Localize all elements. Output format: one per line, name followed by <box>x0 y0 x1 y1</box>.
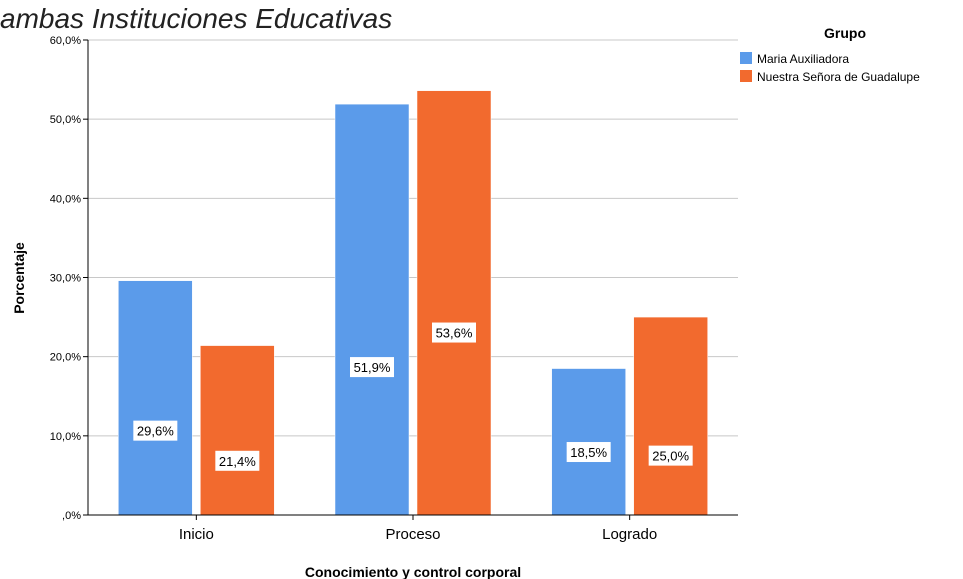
data-label: 21,4% <box>219 454 256 469</box>
legend-label: Nuestra Señora de Guadalupe <box>757 70 920 84</box>
x-axis-title: Conocimiento y control corporal <box>305 564 521 579</box>
bar <box>200 345 275 516</box>
x-category-label: Proceso <box>385 526 440 543</box>
legend-swatch <box>740 52 752 64</box>
y-axis-title: Porcentaje <box>11 242 27 314</box>
y-tick-label: 30,0% <box>50 273 81 285</box>
data-label-box <box>648 445 693 466</box>
data-label: 29,6% <box>137 424 174 439</box>
data-labels: 29,6% 21,4% 51,9% 53,6% 18,5% 25,0% <box>133 322 693 471</box>
data-label: 18,5% <box>570 445 607 460</box>
chart-title: ambas Instituciones Educativas <box>0 3 392 34</box>
y-tick-label: 40,0% <box>50 193 81 205</box>
legend-title: Grupo <box>824 25 866 41</box>
y-tick-label: ,0% <box>62 510 81 522</box>
y-tick-label: 50,0% <box>50 114 81 126</box>
x-axis-categories: Inicio Proceso Logrado <box>179 515 657 543</box>
data-label: 25,0% <box>652 449 689 464</box>
grid-lines <box>88 39 738 437</box>
data-label-box <box>133 420 178 441</box>
bar <box>334 103 410 516</box>
x-category-label: Inicio <box>179 526 214 543</box>
bars <box>118 90 708 516</box>
data-label-box <box>215 450 260 471</box>
legend: Grupo Maria Auxiliadora Nuestra Señora de… <box>740 25 920 84</box>
y-tick-label: 20,0% <box>50 352 81 364</box>
y-tick-label: 10,0% <box>50 431 81 443</box>
bar <box>551 368 626 516</box>
data-label: 51,9% <box>354 360 391 375</box>
legend-label: Maria Auxiliadora <box>757 52 849 66</box>
y-tick-label: 60,0% <box>50 35 81 47</box>
data-label: 53,6% <box>436 326 473 341</box>
y-axis-ticks: ,0% 10,0% 20,0% 30,0% 40,0% 50,0% 60,0% <box>50 35 88 522</box>
legend-swatch <box>740 70 752 82</box>
bar <box>118 280 193 516</box>
bar <box>416 90 492 516</box>
data-label-box <box>432 322 476 343</box>
x-category-label: Logrado <box>602 526 657 543</box>
data-label-box <box>566 442 611 463</box>
data-label-box <box>350 357 394 378</box>
legend-items: Maria Auxiliadora Nuestra Señora de Guada… <box>740 52 920 84</box>
bar <box>633 316 708 516</box>
